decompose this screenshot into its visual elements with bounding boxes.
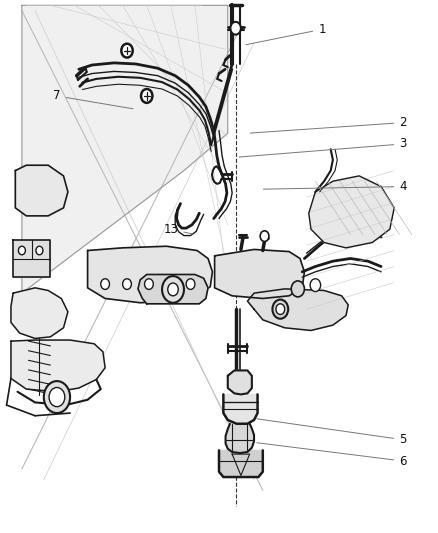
Circle shape: [272, 300, 288, 319]
Circle shape: [101, 279, 110, 289]
Circle shape: [260, 231, 269, 241]
Text: 5: 5: [257, 419, 406, 446]
Text: 2: 2: [250, 116, 407, 133]
Circle shape: [145, 279, 153, 289]
Circle shape: [166, 279, 175, 289]
Circle shape: [36, 246, 43, 255]
Circle shape: [18, 246, 25, 255]
Polygon shape: [11, 340, 105, 392]
Circle shape: [310, 279, 321, 292]
Text: 3: 3: [239, 138, 406, 157]
Circle shape: [230, 22, 241, 35]
Polygon shape: [247, 289, 348, 330]
Circle shape: [121, 44, 133, 58]
Text: 6: 6: [257, 443, 407, 467]
Polygon shape: [11, 288, 68, 338]
Polygon shape: [219, 450, 263, 477]
Circle shape: [276, 304, 285, 314]
Polygon shape: [88, 246, 212, 303]
Polygon shape: [138, 274, 208, 304]
Polygon shape: [15, 165, 68, 216]
Text: 7: 7: [53, 90, 133, 109]
Polygon shape: [13, 240, 50, 277]
Polygon shape: [228, 370, 252, 394]
Circle shape: [186, 279, 195, 289]
Text: 13: 13: [163, 223, 192, 236]
Polygon shape: [22, 5, 228, 293]
Circle shape: [168, 283, 178, 296]
Text: 4: 4: [263, 180, 407, 193]
Polygon shape: [309, 176, 394, 248]
Text: 1: 1: [246, 23, 326, 45]
Polygon shape: [223, 394, 258, 424]
Circle shape: [44, 381, 70, 413]
Circle shape: [291, 281, 304, 297]
Circle shape: [123, 279, 131, 289]
Circle shape: [49, 387, 65, 407]
Polygon shape: [215, 249, 304, 298]
Circle shape: [162, 276, 184, 303]
Circle shape: [141, 89, 152, 103]
Polygon shape: [226, 424, 254, 453]
